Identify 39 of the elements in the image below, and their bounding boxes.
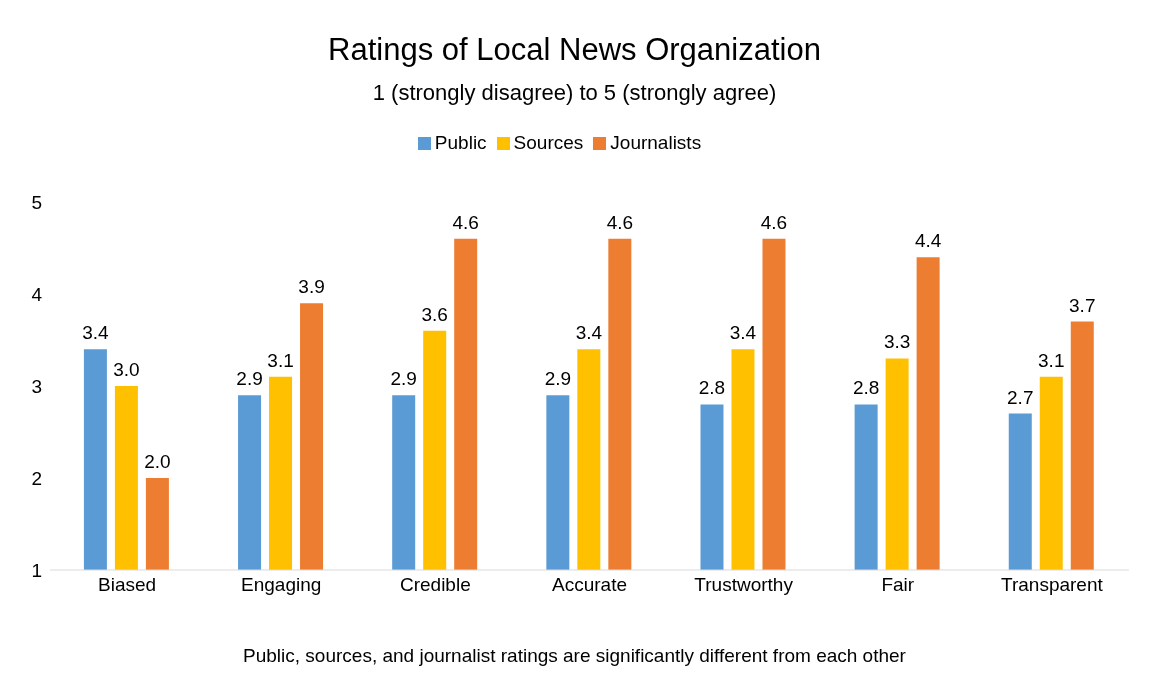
data-label: 3.4 — [729, 322, 757, 344]
x-tick-label: Fair — [881, 574, 915, 596]
data-label: 4.6 — [452, 211, 479, 233]
x-tick-label: Engaging — [241, 574, 322, 596]
legend-label: Public — [434, 132, 487, 153]
data-label: 2.8 — [698, 377, 726, 399]
data-label: 3.4 — [575, 322, 603, 344]
data-label: 3.1 — [267, 349, 294, 371]
data-label: 3.7 — [1069, 294, 1096, 316]
data-label: 3.6 — [421, 303, 448, 325]
data-label: 3.3 — [883, 331, 911, 353]
data-label: 2.7 — [1007, 386, 1034, 408]
data-label: 3.9 — [298, 276, 325, 298]
data-label: 2.8 — [852, 377, 880, 399]
chart-title: Ratings of Local News Organization — [327, 32, 822, 68]
legend-label: Journalists — [610, 132, 702, 153]
x-tick-label: Credible — [399, 574, 471, 596]
data-label: 4.6 — [760, 211, 788, 233]
text: Public, sources, and journalist ratings are significantly different from each other — [242, 645, 907, 667]
data-label: 2.0 — [144, 451, 171, 472]
data-label: 3.1 — [1038, 349, 1065, 371]
x-tick-label: Trustworthy — [694, 574, 794, 596]
y-tick-label: 2 — [31, 467, 42, 489]
data-label: 2.9 — [544, 368, 572, 390]
data-label: 2.9 — [236, 368, 263, 390]
chart-subtitle: 1 (strongly disagree) to 5 (strongly agree) — [371, 80, 778, 106]
y-tick-label: 3 — [31, 375, 42, 397]
y-tick-label: 1 — [31, 559, 42, 581]
legend-label: Sources — [513, 132, 584, 153]
x-tick-label: Accurate — [552, 574, 627, 596]
x-tick-label: Biased — [98, 574, 157, 596]
data-label: 2.9 — [390, 368, 417, 390]
data-label: 4.6 — [606, 211, 634, 233]
data-label: 4.4 — [914, 230, 942, 252]
data-label: 3.0 — [113, 359, 140, 380]
data-label: 3.4 — [82, 322, 110, 344]
y-tick-label: 4 — [31, 283, 43, 305]
x-tick-label: Transparent — [1001, 574, 1104, 596]
y-tick-label: 5 — [31, 191, 42, 213]
